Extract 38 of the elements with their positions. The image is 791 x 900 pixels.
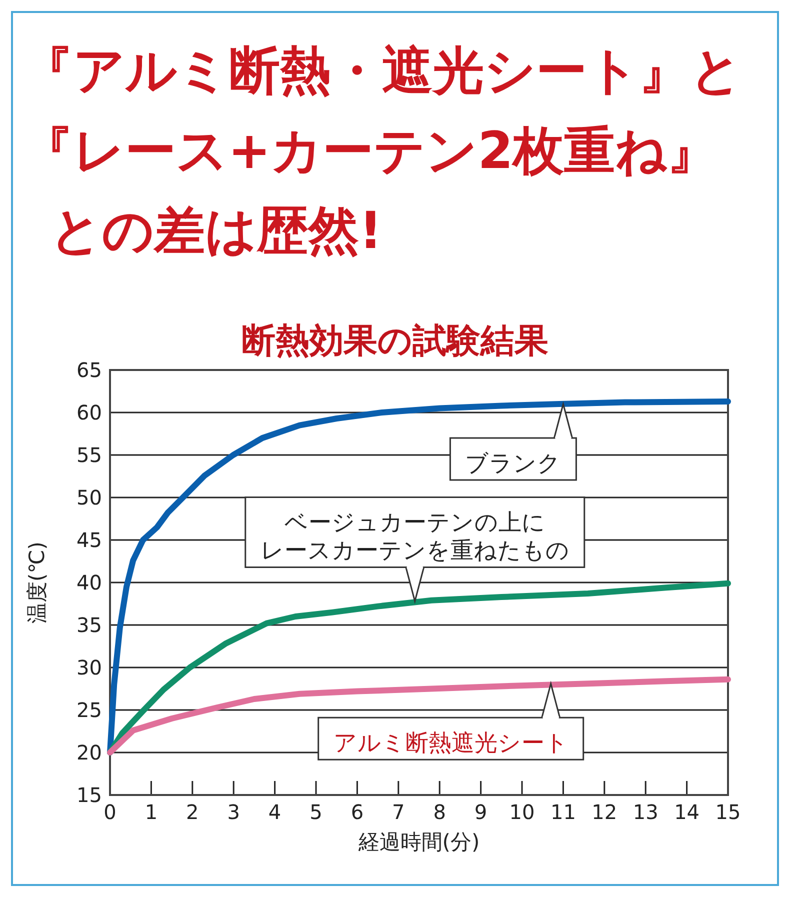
x-tick-label: 7 <box>392 800 405 824</box>
y-tick-label: 30 <box>76 656 102 680</box>
x-tick-label: 12 <box>592 800 618 824</box>
title: 『アルミ断熱・遮光シート』と『レース+カーテン2枚重ね』との差は歴然! <box>22 42 742 261</box>
x-tick-label: 10 <box>509 800 535 824</box>
y-tick-label: 15 <box>76 783 102 807</box>
y-tick-label: 60 <box>76 400 102 424</box>
y-tick-label: 45 <box>76 528 102 552</box>
y-tick-label: 25 <box>76 698 102 722</box>
x-tick-label: 9 <box>474 800 488 824</box>
annotation: アルミ断熱遮光シート <box>333 730 568 757</box>
y-tick-label: 55 <box>76 443 102 467</box>
callout: ベージュカーテンの上に レースカーテンを重ねたもの <box>244 496 586 604</box>
x-tick-label: 13 <box>632 800 658 824</box>
x-tick-label: 2 <box>186 800 199 824</box>
x-tick-label: 1 <box>144 800 158 824</box>
y-tick-label: 40 <box>76 570 102 594</box>
y-tick-label: 65 <box>76 358 102 382</box>
annotation: ブランク <box>465 451 562 477</box>
x-tick-label: 8 <box>433 800 446 824</box>
x-tick-label: 0 <box>104 800 116 824</box>
x-tick-label: 6 <box>350 800 364 824</box>
y-tick-label: 50 <box>76 486 102 510</box>
y-tick-label: 20 <box>76 740 102 764</box>
annotation: レースカーテンを重ねたもの <box>260 538 570 564</box>
x-axis-title: 経過時間(分) <box>357 830 480 854</box>
callout: ブランク <box>449 401 577 481</box>
callout: アルミ断熱遮光シート <box>318 680 584 760</box>
y-axis-title: 温度(℃) <box>25 542 49 624</box>
x-tick-label: 5 <box>310 800 322 824</box>
x-tick-label: 14 <box>674 800 700 824</box>
annotation: ベージュカーテンの上に <box>284 510 546 536</box>
x-tick-label: 11 <box>550 800 576 824</box>
x-tick-label: 4 <box>268 800 282 824</box>
chart-subtitle: 断熱効果の試験結果 <box>242 321 548 361</box>
x-tick-label: 15 <box>715 800 741 824</box>
y-tick-label: 35 <box>76 613 102 637</box>
x-tick-label: 3 <box>227 800 240 824</box>
